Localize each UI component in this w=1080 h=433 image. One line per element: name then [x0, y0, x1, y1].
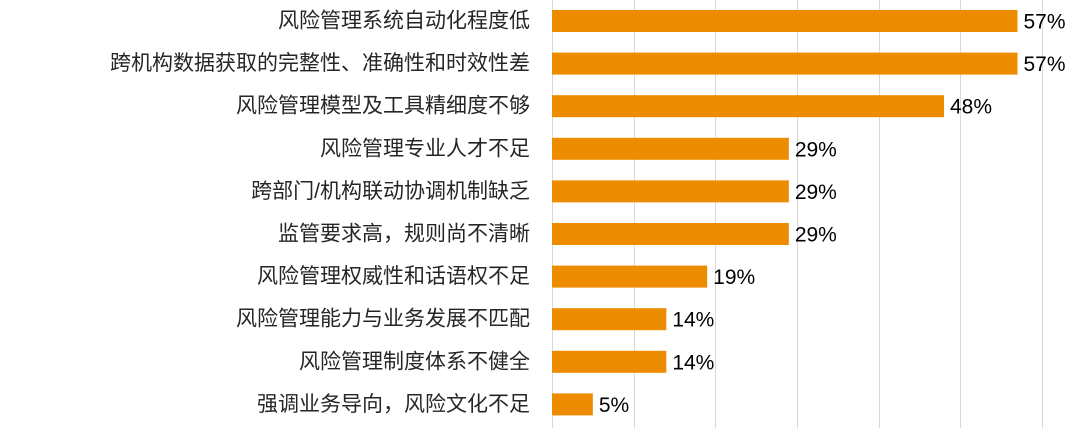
category-label: 风险管理制度体系不健全	[299, 350, 530, 373]
bar	[552, 180, 789, 203]
data-label: 14%	[672, 351, 714, 374]
category-label: 跨机构数据获取的完整性、准确性和时效性差	[110, 52, 530, 75]
bar	[552, 265, 708, 288]
category-label: 风险管理权威性和话语权不足	[257, 265, 530, 288]
bars	[552, 10, 1018, 416]
category-label: 跨部门/机构联动协调机制缺乏	[251, 180, 530, 203]
data-label: 48%	[950, 96, 992, 119]
data-label: 57%	[1024, 53, 1066, 76]
category-label: 风险管理系统自动化程度低	[278, 10, 530, 33]
data-label: 29%	[795, 181, 837, 204]
bar	[552, 95, 944, 118]
data-label: 29%	[795, 224, 837, 247]
bar	[552, 350, 667, 373]
category-label: 风险管理模型及工具精细度不够	[236, 95, 530, 118]
category-label: 风险管理能力与业务发展不匹配	[236, 308, 530, 331]
bar	[552, 137, 789, 160]
value-labels: 57% 57% 48% 29% 29% 29% 19% 14% 14% 5%	[599, 11, 1066, 417]
bar	[552, 223, 789, 245]
data-label: 5%	[599, 394, 629, 417]
category-label: 风险管理专业人才不足	[320, 137, 530, 160]
category-label: 强调业务导向，风险文化不足	[257, 393, 530, 416]
category-label: 监管要求高，规则尚不清晰	[278, 223, 530, 246]
bar	[552, 10, 1018, 32]
data-label: 29%	[795, 138, 837, 161]
bar	[552, 308, 667, 331]
bar	[552, 393, 593, 416]
data-label: 57%	[1024, 11, 1066, 34]
data-label: 14%	[672, 309, 714, 332]
category-labels: 风险管理系统自动化程度低跨机构数据获取的完整性、准确性和时效性差风险管理模型及工…	[110, 10, 530, 416]
bar	[552, 52, 1018, 75]
data-label: 19%	[713, 266, 755, 289]
